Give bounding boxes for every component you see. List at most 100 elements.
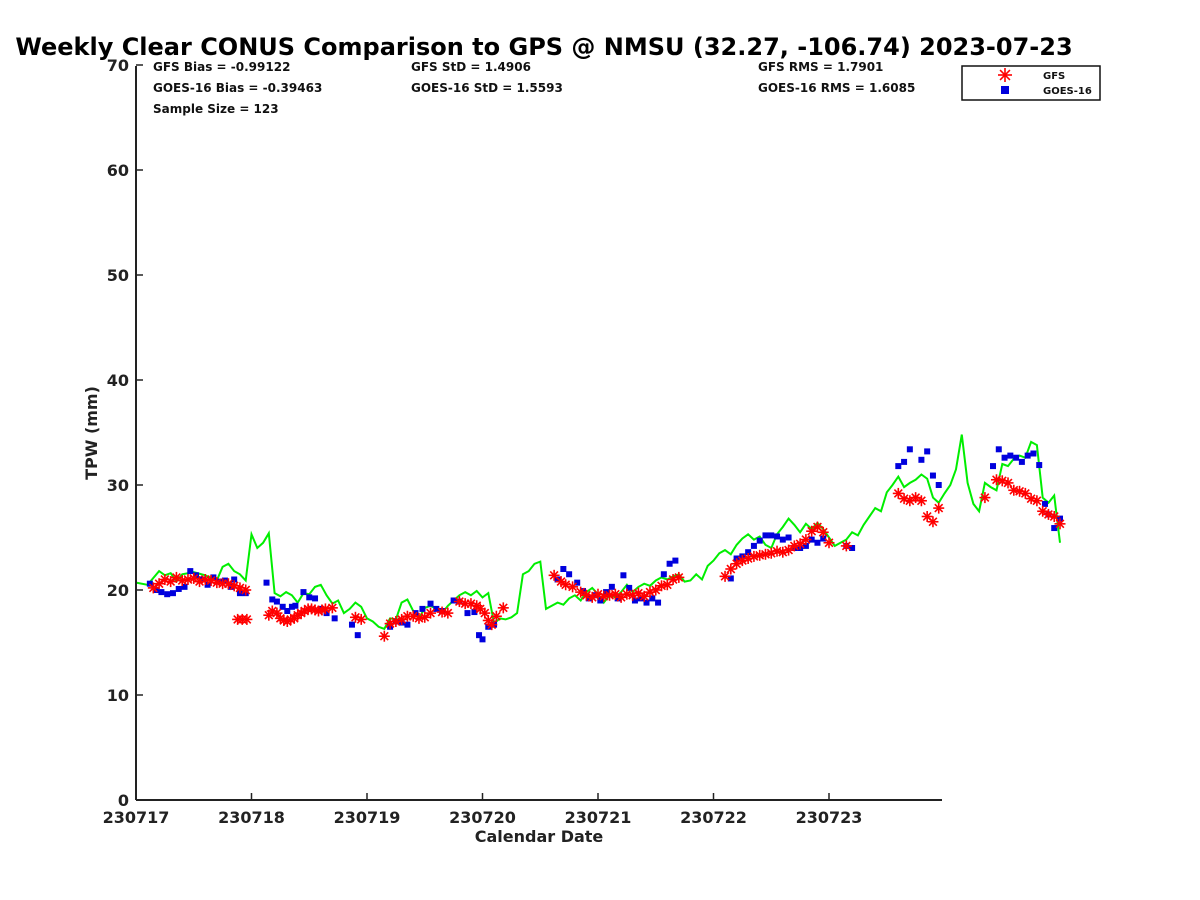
goes-point (756, 537, 763, 544)
y-tick-label: 40 (107, 371, 129, 390)
goes-point (331, 615, 338, 622)
y-axis-label: TPW (mm) (82, 386, 101, 480)
legend-box (961, 65, 1101, 101)
goes-point (187, 568, 194, 575)
gfs-point (1054, 518, 1066, 530)
gfs-point (1031, 495, 1043, 507)
goes-point (802, 542, 809, 549)
goes-point (727, 575, 734, 582)
gfs-point (205, 575, 217, 587)
legend-gfs-asterisk (998, 68, 1012, 82)
axes: 230717 230718 230719 230720 230721 230722 2307… (103, 56, 942, 827)
goes-point (660, 571, 667, 578)
goes-point (924, 448, 931, 455)
gfs-point (176, 575, 188, 587)
gfs-point (719, 570, 731, 582)
goes-point (1041, 500, 1048, 507)
y-tick-label: 70 (107, 56, 129, 75)
y-tick-label: 0 (118, 791, 129, 810)
gfs-point (783, 544, 795, 556)
y-tick-label: 60 (107, 161, 129, 180)
goes-point (1051, 525, 1058, 532)
gfs-point (319, 603, 331, 615)
goes-point (476, 632, 483, 639)
goes-point (814, 539, 821, 546)
gfs-point (927, 516, 939, 528)
legend-goes-marker (1001, 86, 1009, 94)
goes-point (279, 603, 286, 610)
goes-point (1007, 452, 1014, 459)
goes-point (348, 621, 355, 628)
goes-point (231, 576, 238, 583)
goes-point (269, 596, 276, 603)
chart-title: Weekly Clear CONUS Comparison to GPS @ N… (15, 33, 1072, 61)
goes-point (637, 595, 644, 602)
y-tick-label: 10 (107, 686, 129, 705)
goes-point (574, 579, 581, 586)
goes-point (300, 589, 307, 596)
gfs-point (165, 576, 177, 588)
gfs-point (479, 607, 491, 619)
goes-point (479, 636, 486, 643)
goes-point (273, 598, 280, 605)
goes-bias-stat: GOES-16 Bias = -0.39463 (153, 81, 322, 95)
y-tick-label: 50 (107, 266, 129, 285)
gfs-point (1002, 477, 1014, 489)
gfs-point (638, 590, 650, 602)
gfs-point (490, 610, 502, 622)
goes-point (284, 608, 291, 614)
goes-point (560, 566, 567, 572)
goes-point (649, 595, 656, 602)
goes-series-layer (146, 446, 1063, 643)
goes-point (164, 591, 171, 598)
goes-point (1036, 462, 1043, 469)
gfs-point (979, 492, 991, 504)
gfs-series-layer (147, 474, 1066, 642)
goes-point (820, 535, 827, 542)
y-tick-label: 30 (107, 476, 129, 495)
legend-gfs-marker (998, 68, 1012, 82)
y-tick-label: 20 (107, 581, 129, 600)
goes-point (666, 560, 673, 567)
gfs-point (794, 538, 806, 550)
goes-point (745, 549, 752, 556)
x-tick-label: 230723 (796, 808, 863, 827)
plot-area (135, 434, 1066, 643)
goes-point (404, 621, 411, 628)
gfs-point (1048, 511, 1060, 522)
goes-point (672, 557, 679, 564)
gfs-point (425, 607, 437, 619)
goes-point (471, 609, 478, 616)
goes-point (427, 600, 434, 607)
goes-point (808, 536, 815, 543)
gfs-point (442, 607, 454, 619)
goes-point (288, 603, 295, 610)
x-tick-label: 230717 (103, 808, 170, 827)
gfs-point (355, 613, 367, 625)
goes-point (323, 610, 330, 617)
legend: GFS GOES-16 (961, 65, 1101, 101)
goes-point (774, 533, 781, 540)
x-tick-label: 230721 (565, 808, 632, 827)
gfs-point (817, 526, 829, 538)
legend-gfs-label: GFS (1043, 71, 1065, 82)
gfs-point (419, 611, 431, 623)
x-ticks: 230717 230718 230719 230720 230721 230722 2307… (103, 793, 863, 827)
goes-point (566, 571, 573, 578)
gfs-point (153, 578, 165, 590)
goes-point (1018, 458, 1025, 465)
goes-point (620, 572, 627, 579)
goes-point (655, 599, 662, 606)
goes-point (990, 463, 997, 470)
goes-point (1001, 454, 1008, 461)
gfs-point (548, 569, 560, 581)
goes-point (995, 446, 1002, 453)
goes-point (918, 456, 925, 463)
goes-point (263, 579, 270, 586)
x-tick-label: 230722 (680, 808, 747, 827)
gfs-std-stat: GFS StD = 1.4906 (411, 60, 531, 74)
goes-point (354, 632, 361, 639)
goes-point (614, 595, 621, 602)
gfs-point (800, 534, 812, 546)
